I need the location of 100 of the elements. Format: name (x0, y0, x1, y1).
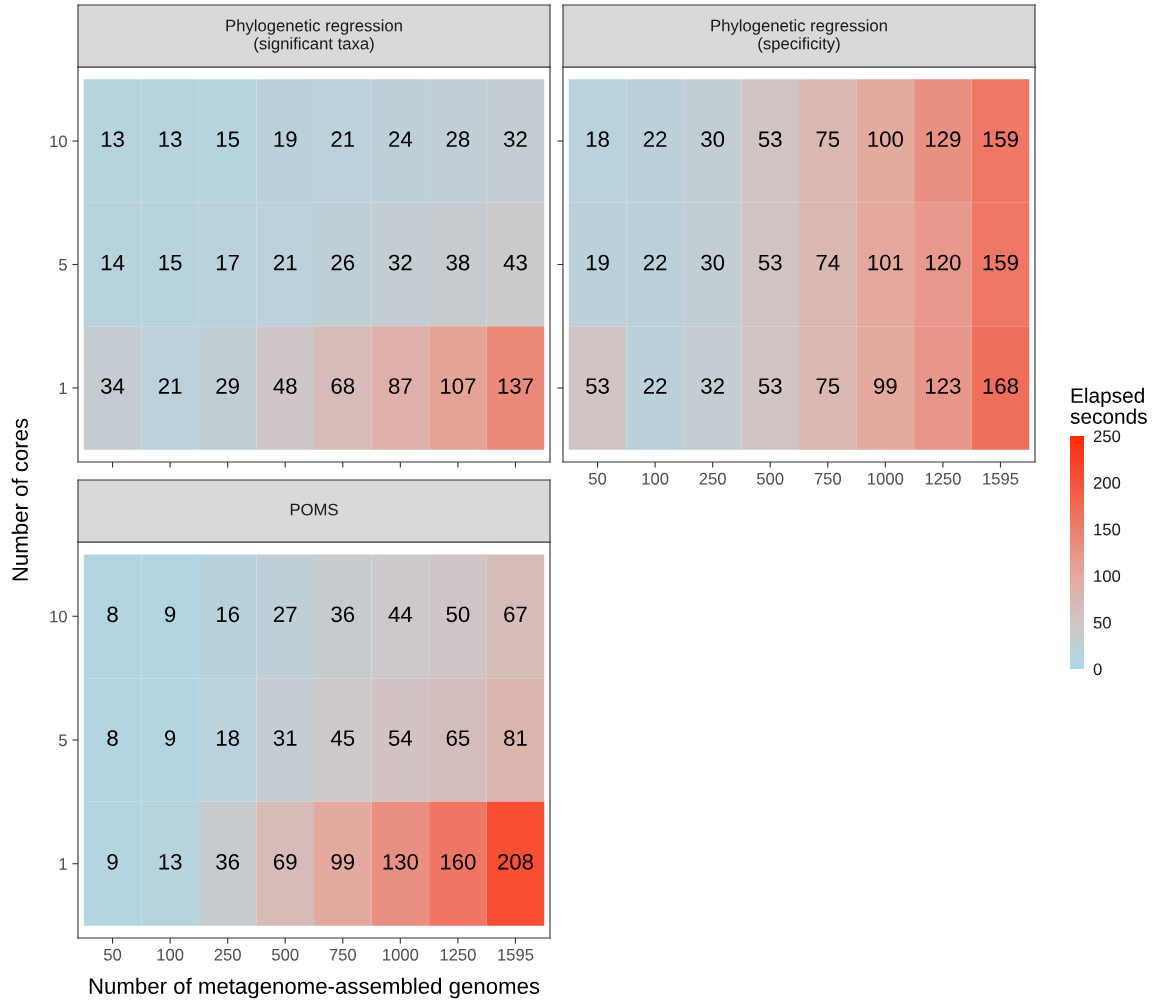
y-tick-label: 1 (59, 858, 67, 870)
y-tick-label: 1 (59, 382, 67, 394)
data-label: 120 (926, 254, 961, 271)
data-label: 9 (107, 853, 118, 870)
y-tick-label: 5 (58, 259, 67, 271)
x-tick-label: 750 (329, 948, 357, 961)
data-label: 75 (816, 378, 840, 394)
data-label: 26 (331, 254, 355, 271)
data-label: 29 (216, 378, 239, 394)
color-bar-label: 100 (1094, 570, 1121, 582)
x-axis-title: Number of metagenome-assembled genomes (89, 977, 540, 999)
data-label: 21 (158, 378, 182, 394)
data-label: 27 (273, 606, 297, 622)
data-label: 43 (503, 254, 527, 271)
data-label: 129 (926, 131, 961, 148)
data-label: 208 (498, 853, 534, 870)
data-label: 75 (816, 131, 840, 148)
data-label: 69 (273, 853, 297, 870)
data-label: 32 (388, 254, 412, 271)
chart-title: Phylogenetic regression (specificity) (711, 19, 887, 53)
chart-title: POMS (290, 503, 338, 516)
data-label: 19 (586, 254, 609, 271)
data-label: 81 (504, 730, 527, 746)
chart-title: Phylogenetic regression (significant taxa) (226, 19, 402, 53)
color-bar-title: Elapsed seconds (1070, 387, 1147, 424)
data-label: 30 (701, 131, 725, 148)
data-label: 53 (758, 378, 782, 394)
data-label: 32 (503, 131, 527, 148)
data-label: 123 (926, 378, 961, 394)
color-bar-label: 50 (1093, 616, 1111, 629)
data-label: 53 (758, 131, 782, 148)
data-label: 99 (331, 853, 355, 870)
data-label: 21 (273, 254, 297, 271)
data-label: 53 (586, 378, 609, 394)
data-label: 45 (330, 730, 355, 746)
data-label: 24 (389, 131, 413, 147)
x-tick-label: 50 (103, 948, 122, 961)
data-label: 38 (446, 254, 470, 271)
data-label: 50 (446, 606, 470, 623)
data-label: 31 (273, 730, 297, 746)
color-bar-label: 250 (1093, 430, 1121, 443)
data-label: 36 (216, 853, 240, 870)
x-tick-label: 100 (642, 472, 669, 485)
x-tick-label: 1000 (383, 948, 419, 961)
data-label: 30 (701, 254, 725, 271)
data-label: 13 (159, 131, 182, 148)
data-label: 168 (983, 378, 1019, 394)
data-label: 67 (504, 606, 527, 623)
data-label: 15 (217, 131, 240, 148)
data-label: 65 (446, 730, 470, 746)
x-tick-label: 250 (214, 948, 241, 961)
data-label: 160 (441, 853, 476, 870)
data-label: 18 (586, 131, 609, 148)
color-bar-label: 0 (1093, 663, 1102, 676)
data-label: 101 (868, 254, 903, 271)
data-label: 22 (643, 131, 667, 147)
data-label: 54 (388, 730, 413, 746)
x-tick-label: 500 (756, 472, 784, 485)
x-tick-label: 100 (157, 948, 184, 961)
data-label: 159 (983, 131, 1018, 148)
data-label: 32 (701, 378, 724, 394)
data-label: 13 (159, 853, 182, 870)
y-tick-label: 10 (50, 610, 67, 623)
x-tick-label: 1250 (925, 472, 961, 485)
data-label: 22 (643, 254, 667, 271)
x-tick-label: 1000 (868, 472, 904, 485)
data-label: 16 (217, 606, 240, 623)
y-tick-label: 10 (50, 135, 67, 148)
x-tick-label: 1250 (440, 948, 476, 961)
data-label: 74 (816, 254, 840, 271)
data-label: 15 (159, 254, 182, 271)
data-label: 13 (101, 131, 124, 148)
data-label: 28 (446, 131, 470, 148)
data-label: 107 (441, 378, 476, 394)
data-label: 34 (101, 378, 125, 394)
x-tick-label: 500 (271, 948, 299, 961)
data-label: 9 (164, 730, 176, 746)
data-label: 18 (217, 730, 240, 746)
data-label: 87 (388, 378, 412, 394)
data-label: 21 (331, 131, 355, 147)
data-label: 100 (868, 131, 904, 148)
data-label: 36 (331, 606, 355, 623)
data-label: 19 (274, 131, 297, 148)
color-bar-label: 150 (1094, 523, 1121, 536)
data-label: 22 (643, 378, 667, 394)
data-label: 159 (983, 254, 1018, 271)
x-tick-label: 250 (699, 472, 726, 485)
x-tick-label: 50 (588, 472, 607, 485)
data-label: 8 (107, 730, 118, 746)
data-label: 14 (101, 254, 125, 271)
data-label: 17 (217, 254, 239, 271)
data-label: 53 (758, 254, 782, 271)
y-axis-title: Number of cores (11, 418, 28, 581)
y-tick-label: 5 (58, 734, 67, 747)
data-label: 99 (874, 378, 897, 394)
data-label: 48 (273, 378, 297, 394)
data-label: 8 (107, 606, 118, 623)
data-label: 130 (383, 853, 419, 870)
x-tick-label: 750 (814, 472, 842, 485)
x-tick-label: 1595 (983, 472, 1019, 485)
